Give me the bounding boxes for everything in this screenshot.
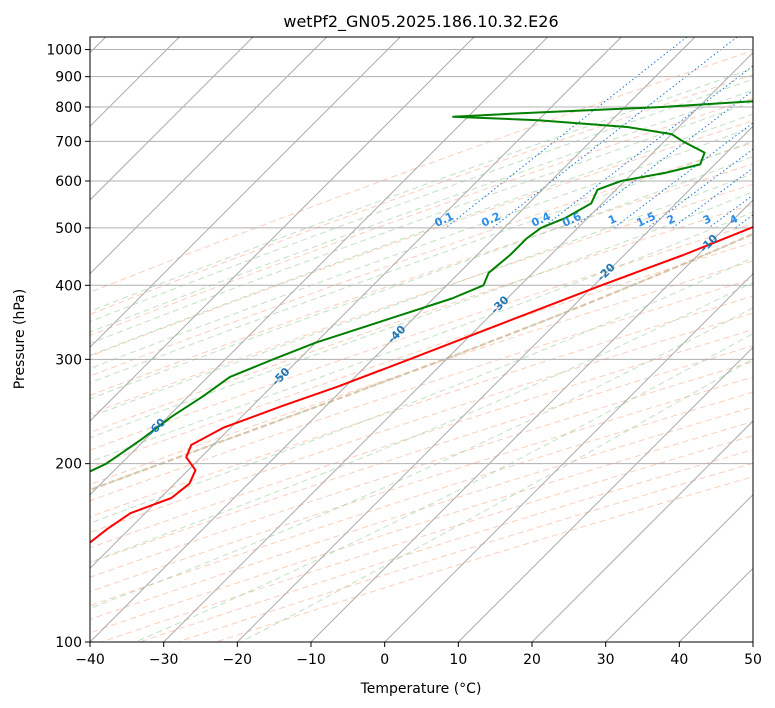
y-tick-label: 600: [55, 174, 82, 190]
isotherm-label: -70: [22, 465, 45, 488]
y-tick-label: 400: [55, 278, 82, 294]
mixing-ratio-line: [672, 167, 753, 229]
isotherm-line: [90, 37, 549, 496]
dry-adiabat-line: [90, 391, 753, 607]
isotherm-line: [605, 493, 753, 642]
moist-adiabat-line: [90, 172, 753, 418]
x-axis-label: Temperature (°C): [360, 681, 482, 697]
mixing-ratio-line: [542, 65, 753, 229]
isotherm-line: [90, 37, 254, 201]
dry-adiabat-line: [90, 223, 753, 451]
temperature-line: [90, 225, 753, 544]
dry-adiabat-line: [90, 163, 753, 396]
plot-area: [90, 37, 753, 642]
x-tick-label: −10: [296, 652, 326, 668]
isotherm-line: [90, 37, 475, 422]
mixing-ratio-line: [572, 90, 753, 229]
isotherm-line: [90, 37, 622, 570]
chart-title: wetPf2_GN05.2025.186.10.32.E26: [283, 12, 558, 32]
x-tick-label: −40: [75, 652, 105, 668]
isotherm-line: [90, 37, 401, 349]
moist-adiabat-highlight-line: [90, 232, 753, 492]
x-tick-label: −30: [149, 652, 179, 668]
moist-adiabat-line: [135, 332, 753, 642]
isotherm-line: [236, 125, 753, 642]
plot-frame: [89, 36, 754, 643]
y-tick-label: 700: [55, 134, 82, 150]
y-tick-label: 300: [55, 352, 82, 368]
moist-adiabat-line: [90, 211, 753, 463]
y-axis-label: Pressure (hPa): [12, 289, 28, 389]
y-tick-label: 500: [55, 221, 82, 237]
isotherm-line: [310, 199, 753, 642]
dry-adiabat-line: [90, 50, 753, 293]
isotherm-line: [384, 272, 753, 642]
y-tick-label: 900: [55, 70, 82, 86]
dewpoint-line: [90, 100, 753, 473]
dry-adiabat-line: [90, 74, 753, 315]
y-tick-label: 1000: [46, 43, 82, 59]
y-axis: 1000 900 800 700 600 500 400 300 200 100: [46, 43, 90, 651]
moist-adiabat-line: [90, 78, 753, 323]
isotherm-line: [90, 37, 696, 642]
x-tick-label: 0: [380, 652, 389, 668]
moist-adiabat-line: [240, 358, 753, 642]
x-tick-label: 10: [449, 652, 467, 668]
moist-adiabat-line: [90, 156, 753, 400]
mixing-ratio-label: 6: [766, 212, 775, 227]
isotherm-line: [531, 420, 753, 642]
y-tick-label: 100: [55, 635, 82, 651]
isotherm-line: [457, 346, 753, 642]
moist-adiabat-line: [90, 126, 753, 370]
x-tick-label: 40: [670, 652, 688, 668]
profiles: [90, 100, 753, 544]
dry-adiabat-line: [90, 312, 753, 534]
isotherm-line: [90, 37, 328, 275]
moist-adiabat-line: [90, 113, 753, 357]
dry-adiabat-line: [90, 278, 753, 502]
dry-adiabat-line: [90, 97, 753, 337]
x-tick-label: −20: [223, 652, 253, 668]
dry-adiabat-line: [90, 142, 753, 377]
y-tick-label: 200: [55, 457, 82, 473]
isotherm-line: [752, 641, 753, 642]
moist-adiabat-line: [90, 257, 753, 524]
moist-adiabat-line: [90, 281, 753, 563]
dry-adiabat-line: [90, 329, 753, 549]
background-lines: [90, 37, 753, 642]
moist-adiabat-line: [90, 67, 753, 312]
moist-adiabat-line: [90, 89, 753, 333]
dry-adiabat-line: [90, 183, 753, 415]
y-tick-label: 800: [55, 100, 82, 116]
isotherm-line: [163, 51, 753, 642]
x-axis: −40 −30 −20 −10 0 10 20 30 40 50: [75, 642, 762, 668]
pressure-grid: [90, 49, 753, 642]
x-tick-label: 20: [523, 652, 541, 668]
x-tick-label: 50: [744, 652, 762, 668]
x-tick-label: 30: [597, 652, 615, 668]
